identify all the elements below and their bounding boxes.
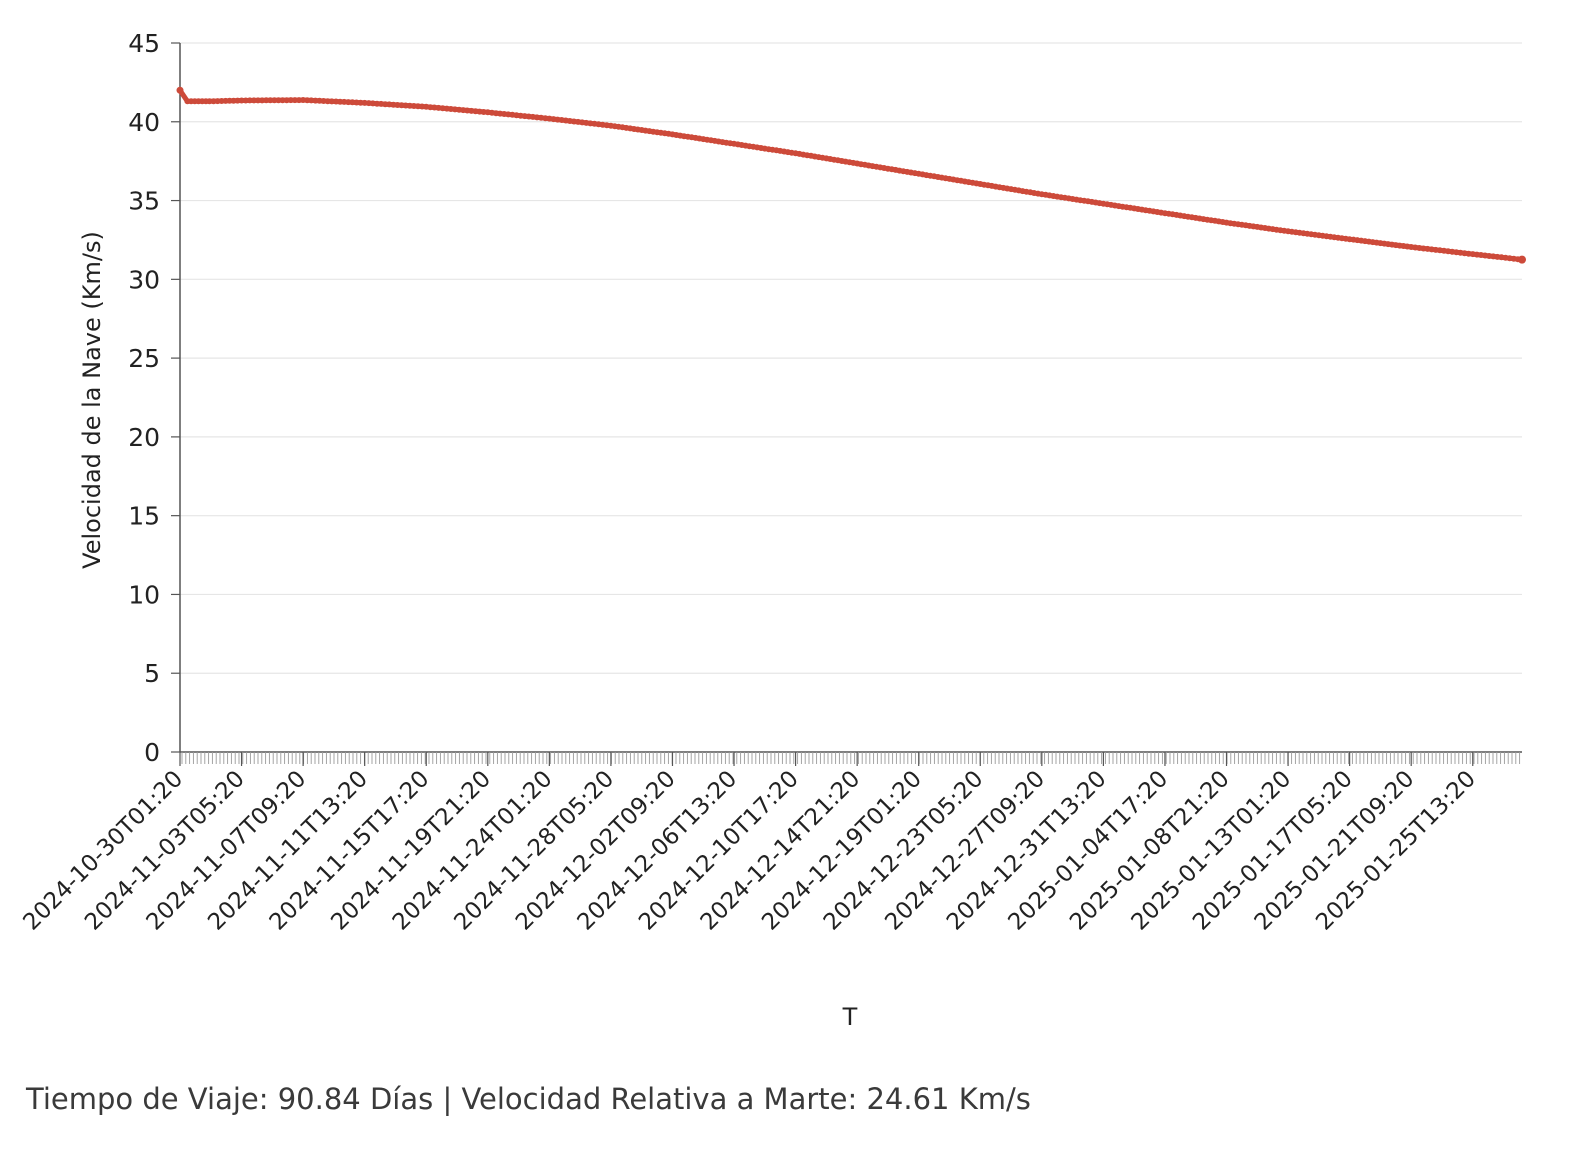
y-axis-title: Velocidad de la Nave (Km/s) <box>78 231 106 569</box>
trip-summary-text: Tiempo de Viaje: 90.84 Días | Velocidad … <box>26 1082 1031 1116</box>
data-point <box>275 97 282 104</box>
data-point <box>176 86 184 94</box>
data-point <box>1518 255 1526 264</box>
x-axis-title: T <box>842 1003 858 1031</box>
y-tick-label: 25 <box>128 344 160 373</box>
y-tick-label: 40 <box>128 108 160 137</box>
data-point <box>246 97 253 104</box>
data-point <box>287 97 294 104</box>
data-point <box>291 97 298 104</box>
y-tick-label: 10 <box>128 580 160 609</box>
data-point <box>238 97 245 104</box>
grid-lines <box>180 42 1522 674</box>
data-point <box>267 97 274 104</box>
y-tick-label: 20 <box>128 423 160 452</box>
data-point <box>255 97 261 104</box>
y-tick-label: 30 <box>128 265 160 294</box>
y-tick-label: 15 <box>128 502 160 531</box>
data-point <box>279 97 286 104</box>
data-point <box>250 97 257 104</box>
velocity-line-chart: 0510152025303540452024-10-30T01:202024-1… <box>19 29 1526 1031</box>
series-layer <box>176 86 1526 264</box>
data-point <box>263 97 270 104</box>
data-point <box>328 98 335 105</box>
y-tick-label: 0 <box>144 738 160 767</box>
axes: 0510152025303540452024-10-30T01:202024-1… <box>19 29 1522 936</box>
chart-area: 0 5 10 15 20 25 30 35 40 45 2024-10-30T01:20 2024-1… <box>19 29 1526 1031</box>
y-tick-label: 45 <box>128 29 160 58</box>
y-tick-label: 5 <box>144 659 160 688</box>
y-tick-label: 35 <box>128 187 160 216</box>
